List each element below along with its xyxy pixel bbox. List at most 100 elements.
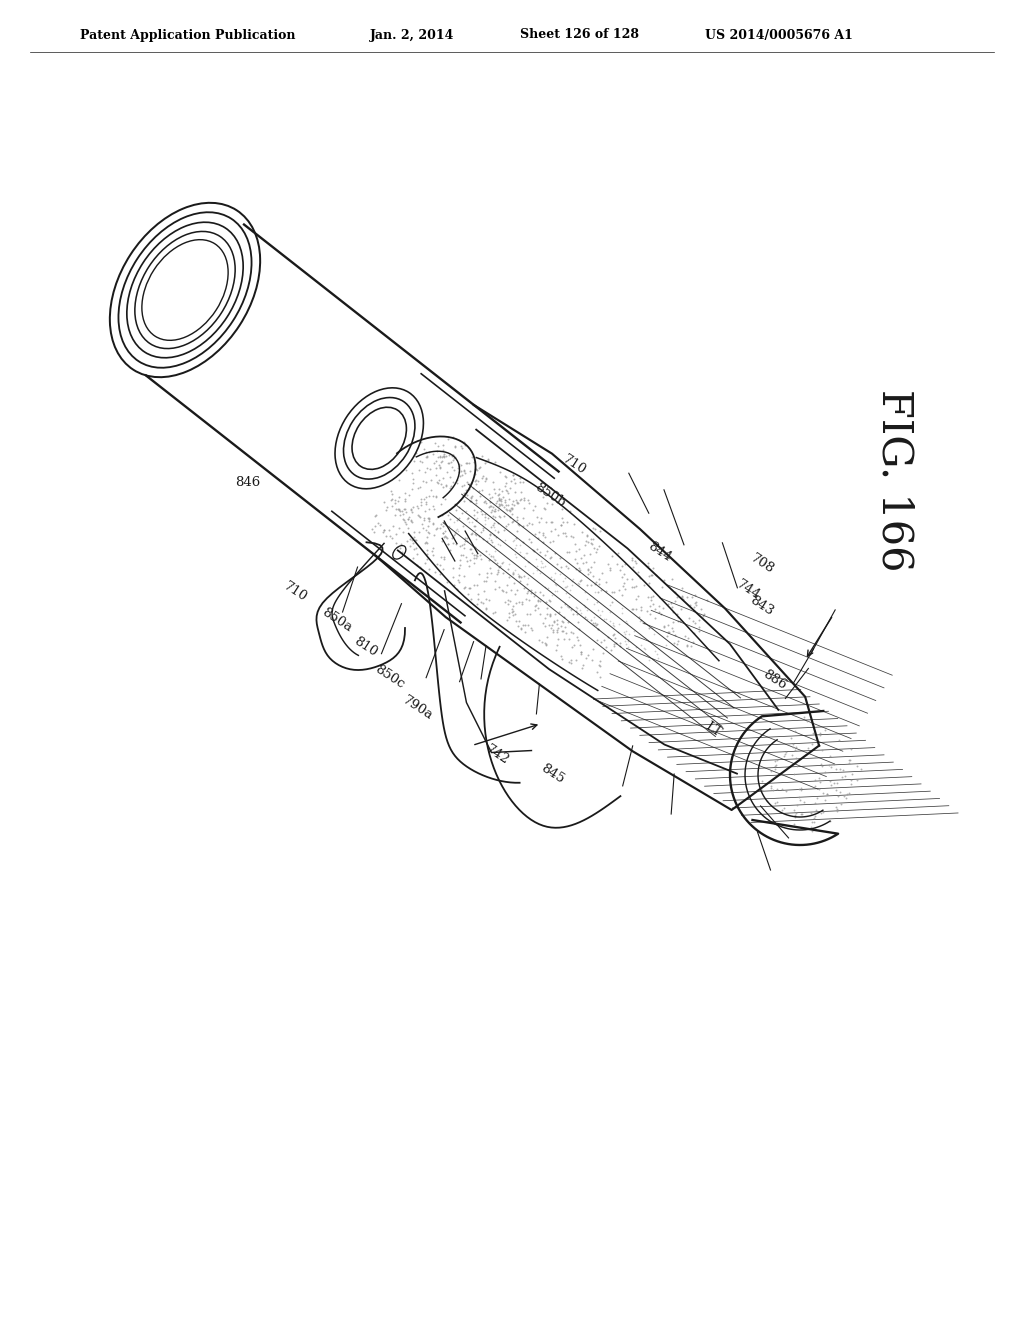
Point [516,546,532,568]
Point [500,513,516,535]
Point [504,494,520,515]
Point [754,770,770,791]
Point [461,479,477,500]
Point [568,540,585,561]
Point [549,635,565,656]
Point [529,589,546,610]
Point [499,574,515,595]
Point [499,610,515,631]
Point [488,492,505,513]
Point [421,486,437,507]
Point [401,507,418,528]
Point [616,564,633,585]
Point [581,564,597,585]
Point [521,603,538,624]
Point [549,553,565,574]
Point [452,536,468,557]
Point [482,524,499,545]
Point [534,631,550,652]
Point [463,539,479,560]
Point [834,767,850,788]
Point [817,719,834,741]
Point [537,632,553,653]
Point [685,610,701,631]
Point [690,610,707,631]
Point [564,603,581,624]
Point [456,432,472,453]
Point [643,590,659,611]
Point [667,591,683,612]
Point [472,457,488,478]
Point [438,475,455,496]
Point [604,615,621,636]
Point [505,561,521,582]
Point [811,723,827,744]
Point [388,498,404,519]
Point [500,558,516,579]
Point [387,492,403,513]
Point [482,502,499,523]
Point [577,545,593,566]
Point [578,648,594,669]
Point [508,610,524,631]
Point [519,574,536,595]
Point [433,446,450,467]
Point [665,601,681,622]
Point [631,606,647,627]
Text: US 2014/0005676 A1: US 2014/0005676 A1 [705,29,853,41]
Point [624,548,640,569]
Point [508,546,524,568]
Point [841,752,857,774]
Point [653,576,670,597]
Point [636,574,652,595]
Point [573,521,590,543]
Point [838,787,854,808]
Point [804,713,820,734]
Point [655,616,672,638]
Point [494,579,510,601]
Point [834,793,850,814]
Point [514,515,530,536]
Point [765,779,781,800]
Point [511,515,527,536]
Point [481,550,498,572]
Point [424,540,440,561]
Point [427,457,443,478]
Point [543,520,559,541]
Point [507,560,523,581]
Point [461,578,477,599]
Point [636,638,652,659]
Point [815,801,831,822]
Point [456,565,472,586]
Point [631,566,647,587]
Point [490,488,507,510]
Point [474,445,490,466]
Point [433,451,450,473]
Point [456,461,472,482]
Point [512,541,528,562]
Point [457,462,473,483]
Point [468,492,484,513]
Text: 710: 710 [560,453,588,478]
Point [686,612,702,634]
Point [687,583,703,605]
Point [828,801,845,822]
Point [468,508,484,529]
Point [475,519,492,540]
Point [432,492,449,513]
Point [492,535,508,556]
Point [436,488,453,510]
Text: 790a: 790a [400,693,435,722]
Point [660,614,677,635]
Point [582,543,598,564]
Point [563,622,580,643]
Point [489,484,506,506]
Point [588,541,604,562]
Ellipse shape [335,388,424,488]
Point [552,548,568,569]
Point [553,515,569,536]
Point [547,562,563,583]
Point [530,630,547,651]
Point [593,579,609,601]
Point [649,643,666,664]
